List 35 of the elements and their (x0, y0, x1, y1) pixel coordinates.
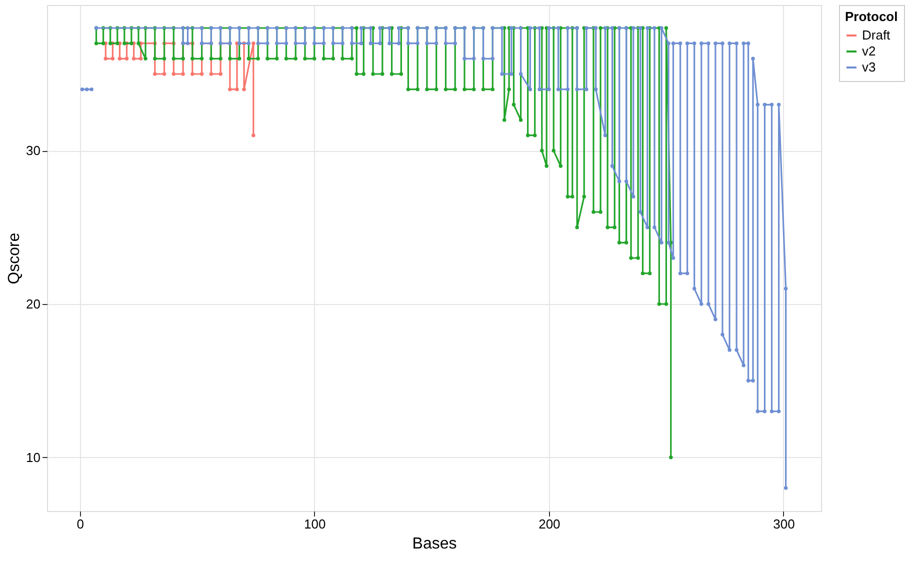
y-axis-title: Qscore (6, 232, 24, 284)
y-tick-label: 20 (26, 296, 40, 312)
point (200, 72, 204, 76)
point (124, 56, 129, 61)
point (104, 56, 108, 61)
point (132, 56, 136, 61)
legend-label: Draft (862, 28, 891, 42)
point (252, 133, 256, 138)
point (90, 87, 94, 92)
y-tick-label: 30 (26, 143, 40, 158)
point (228, 87, 232, 92)
point (80, 87, 84, 92)
point (118, 56, 122, 61)
y-tick-label: 10 (26, 450, 40, 465)
point (85, 87, 89, 92)
point (181, 72, 185, 76)
x-tick-label: 200 (538, 516, 560, 532)
point (209, 72, 214, 76)
point (153, 72, 157, 76)
point (252, 41, 256, 46)
point (162, 72, 166, 76)
legend-label: v3 (862, 60, 876, 74)
x-tick-label: 0 (76, 516, 84, 532)
point (110, 56, 115, 61)
x-axis-title: Bases (412, 536, 457, 552)
point (172, 72, 176, 76)
x-tick-label: 300 (773, 516, 795, 532)
point (242, 87, 246, 92)
point (190, 72, 194, 76)
point (235, 87, 239, 92)
x-tick-label: 100 (304, 516, 326, 532)
legend-label: v2 (862, 44, 876, 58)
point (138, 56, 143, 61)
legend-title: Protocol (845, 9, 898, 24)
point (218, 72, 222, 76)
